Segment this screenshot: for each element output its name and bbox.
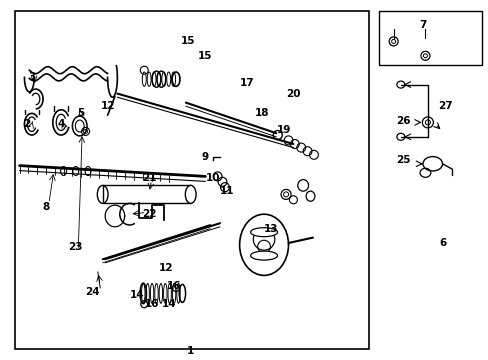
Text: 12: 12 — [159, 263, 173, 273]
Text: 6: 6 — [438, 238, 445, 248]
Bar — [102, 185, 190, 203]
Text: 3: 3 — [28, 72, 35, 82]
Text: 8: 8 — [43, 202, 50, 212]
Text: 19: 19 — [276, 125, 290, 135]
Text: 25: 25 — [395, 155, 410, 165]
Text: 9: 9 — [202, 152, 208, 162]
Text: 10: 10 — [205, 173, 220, 183]
Text: 4: 4 — [57, 119, 65, 129]
Text: 16: 16 — [144, 299, 159, 309]
Text: 13: 13 — [264, 224, 278, 234]
Ellipse shape — [250, 228, 277, 237]
Text: 5: 5 — [77, 108, 84, 118]
Text: 14: 14 — [129, 290, 144, 300]
Bar — [15, 11, 368, 349]
Text: 17: 17 — [239, 78, 254, 88]
Ellipse shape — [239, 214, 288, 275]
Text: 21: 21 — [142, 173, 156, 183]
Text: 27: 27 — [437, 101, 451, 111]
Text: 2: 2 — [23, 119, 30, 129]
Ellipse shape — [185, 185, 196, 203]
Text: 24: 24 — [85, 287, 100, 297]
Text: 12: 12 — [100, 101, 115, 111]
Text: 7: 7 — [418, 20, 426, 30]
Text: 16: 16 — [166, 281, 181, 291]
Text: 26: 26 — [395, 116, 410, 126]
Text: 20: 20 — [285, 89, 300, 99]
Text: 15: 15 — [181, 36, 195, 46]
Text: 23: 23 — [68, 242, 83, 252]
Text: 11: 11 — [220, 186, 234, 196]
Text: 1: 1 — [187, 346, 194, 356]
Bar — [378, 11, 481, 65]
Ellipse shape — [250, 251, 277, 260]
Text: 14: 14 — [161, 299, 176, 309]
Text: 22: 22 — [142, 209, 156, 219]
Text: 15: 15 — [198, 51, 212, 61]
Text: 18: 18 — [254, 108, 268, 118]
